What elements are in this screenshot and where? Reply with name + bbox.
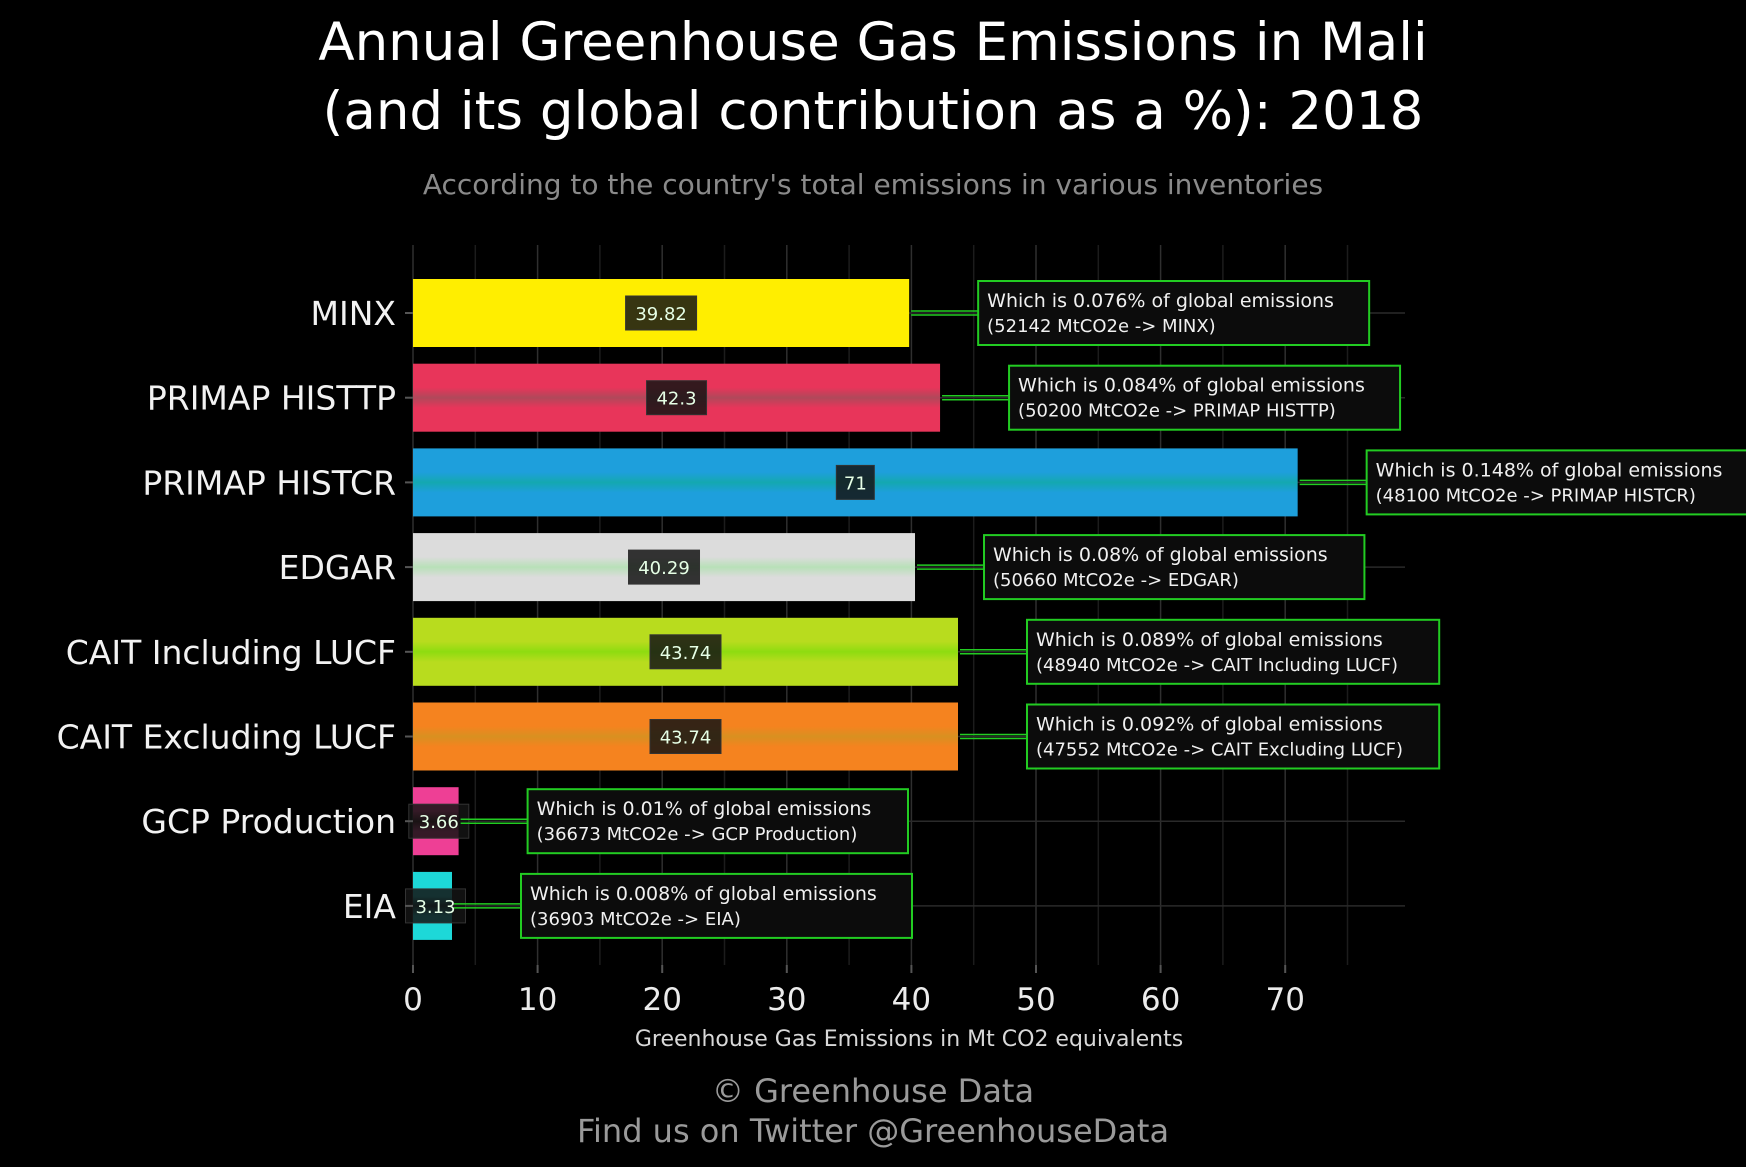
x-axis-label: Greenhouse Gas Emissions in Mt CO2 equiv… (635, 1027, 1183, 1052)
value-label-box (628, 549, 701, 585)
value-label-box (835, 464, 875, 500)
annotation-line-2: (36903 MtCO2e -> EIA) (530, 909, 741, 930)
value-label: 3.13 (415, 897, 455, 918)
bar-chart: 39.82 42.3 71 40.29 43.74 43.74 3.66 3.13 Which… (57, 245, 1746, 1052)
annotation-box (977, 280, 1371, 346)
chart-title-line-2: (and its global contribution as a %): 20… (322, 81, 1424, 142)
value-label: 43.74 (660, 643, 712, 664)
category-label: PRIMAP HISTTP (147, 379, 396, 418)
copyright-text: © Greenhouse Data (711, 1072, 1035, 1110)
x-tick-label: 20 (642, 982, 681, 1018)
footer: © Greenhouse Data Find us on Twitter @Gr… (0, 1071, 1746, 1151)
annotation-line-2: (48100 MtCO2e -> PRIMAP HISTCR) (1376, 485, 1696, 506)
category-label: CAIT Excluding LUCF (57, 718, 396, 757)
value-label-box (625, 295, 698, 331)
twitter-text: Find us on Twitter @GreenhouseData (576, 1112, 1170, 1150)
category-label: EIA (343, 887, 397, 926)
category-label: MINX (311, 294, 397, 333)
chart-title: Annual Greenhouse Gas Emissions in Mali … (0, 8, 1746, 146)
category-label: GCP Production (141, 802, 396, 841)
category-label: CAIT Including LUCF (66, 633, 396, 672)
chart-title-line-1: Annual Greenhouse Gas Emissions in Mali (318, 12, 1428, 73)
annotation-line-2: (48940 MtCO2e -> CAIT Including LUCF) (1036, 655, 1398, 676)
annotation-line-2: (52142 MtCO2e -> MINX) (987, 316, 1216, 337)
grid-layer (412, 245, 1405, 965)
annotation-line-1: Which is 0.08% of global emissions (993, 544, 1328, 566)
x-tick-label: 50 (1016, 982, 1055, 1018)
value-label: 42.3 (656, 389, 696, 410)
annotation-line-2: (50200 MtCO2e -> PRIMAP HISTTP) (1018, 401, 1336, 422)
value-label: 40.29 (638, 558, 690, 579)
annotation-box (1026, 703, 1441, 770)
x-tick-label: 40 (892, 982, 931, 1018)
x-tick-label: 30 (767, 982, 806, 1018)
category-label: EDGAR (279, 548, 396, 587)
annotation-line-1: Which is 0.089% of global emissions (1036, 629, 1383, 651)
value-label: 3.66 (419, 812, 459, 833)
annotation-box (519, 872, 913, 939)
annotation-line-1: Which is 0.084% of global emissions (1018, 375, 1365, 397)
annotation-line-1: Which is 0.01% of global emissions (537, 798, 872, 820)
annotation-line-1: Which is 0.092% of global emissions (1036, 714, 1383, 736)
annotation-box (1365, 449, 1746, 516)
value-label: 71 (844, 473, 867, 494)
x-tick-label: 60 (1141, 982, 1180, 1018)
x-tick-label: 70 (1265, 982, 1304, 1018)
value-label-box (646, 380, 708, 416)
value-label-box (649, 719, 722, 754)
annotations-layer: Which is 0.076% of global emissions (5214… (453, 280, 1746, 939)
annotation-line-1: Which is 0.148% of global emissions (1376, 459, 1723, 481)
x-tick-label: 10 (518, 982, 557, 1018)
value-label: 43.74 (660, 728, 712, 749)
annotation-line-2: (47552 MtCO2e -> CAIT Excluding LUCF) (1036, 740, 1403, 761)
annotation-box (1026, 618, 1441, 685)
category-label: PRIMAP HISTCR (142, 463, 396, 502)
annotation-line-2: (36673 MtCO2e -> GCP Production) (537, 824, 858, 845)
bars-layer: 39.82 42.3 71 40.29 43.74 43.74 3.66 3.13 (404, 279, 1298, 940)
value-label: 39.82 (635, 304, 687, 325)
annotation-line-2: (50660 MtCO2e -> EDGAR) (993, 570, 1239, 591)
chart-subtitle: According to the country's total emissio… (422, 168, 1324, 201)
annotation-box (1008, 364, 1402, 431)
value-label-box (649, 634, 722, 670)
annotation-line-1: Which is 0.076% of global emissions (987, 290, 1334, 312)
value-label-box (404, 888, 466, 924)
annotation-box (983, 534, 1366, 601)
annotation-box (526, 788, 910, 855)
annotation-line-1: Which is 0.008% of global emissions (530, 883, 877, 905)
value-label-box (408, 803, 470, 839)
axis-layer: MINX PRIMAP HISTTP PRIMAP HISTCR EDGAR CAIT … (57, 294, 1305, 1052)
x-tick-label: 0 (403, 982, 423, 1018)
